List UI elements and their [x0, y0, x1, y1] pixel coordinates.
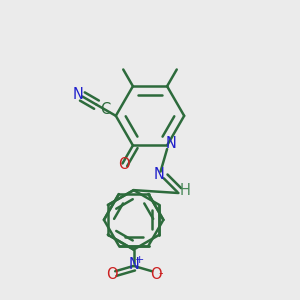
Text: N: N [165, 136, 176, 152]
Text: O: O [118, 157, 130, 172]
Text: N: N [128, 257, 139, 272]
Text: C: C [100, 102, 110, 117]
Text: H: H [179, 182, 191, 197]
Text: N: N [73, 87, 84, 102]
Text: O: O [106, 267, 118, 282]
Text: N: N [154, 167, 164, 182]
Text: +: + [134, 255, 144, 265]
Text: -: - [159, 267, 163, 280]
Text: O: O [150, 267, 161, 282]
